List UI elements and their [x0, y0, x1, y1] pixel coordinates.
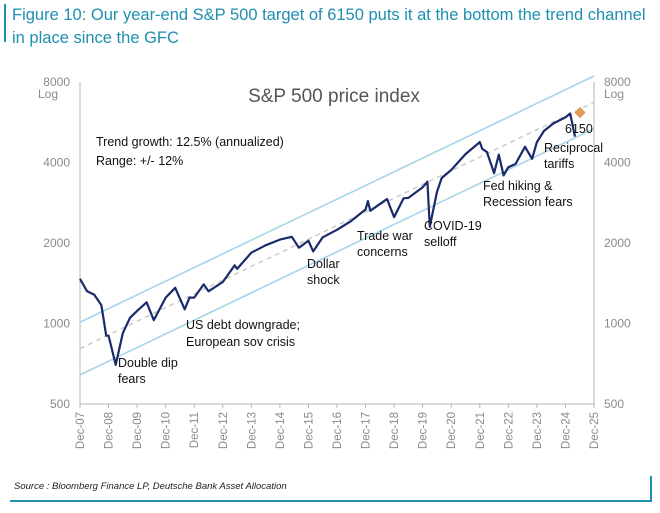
y-tick-right-8000: 8000 [604, 75, 631, 89]
annotation-tariffs: Reciprocal tariffs [544, 141, 603, 171]
trend-range-label: Range: +/- 12% [96, 154, 183, 168]
trend-channel-lower [79, 127, 595, 376]
source-note: Source : Bloomberg Finance LP, Deutsche … [14, 481, 287, 492]
x-tick-label: Dec-12 [218, 412, 230, 449]
y-tick-left-2000: 2000 [43, 236, 70, 250]
x-tick-label: Dec-10 [161, 412, 173, 449]
svg-text:fears: fears [118, 372, 146, 386]
title-accent-bar [4, 4, 6, 42]
x-tick-label: Dec-13 [246, 412, 258, 449]
svg-text:COVID-19: COVID-19 [424, 219, 482, 233]
svg-text:US debt downgrade;: US debt downgrade; [186, 318, 300, 332]
annotation-covid: COVID-19 selloff [424, 219, 482, 249]
trend-channel-upper [79, 75, 595, 323]
y-unit-left: Log [38, 87, 58, 101]
svg-text:concerns: concerns [357, 245, 408, 259]
x-tick-labels: Dec-07 Dec-08 Dec-09 Dec-10 Dec-11 Dec-12 Dec-… [75, 404, 601, 449]
y-tick-left-8000: 8000 [43, 75, 70, 89]
x-tick-label: Dec-14 [275, 411, 287, 449]
x-tick-label: Dec-19 [418, 412, 430, 449]
annotation-trade-war: Trade war concerns [357, 229, 413, 259]
x-tick-label: Dec-25 [589, 412, 601, 449]
x-tick-label: Dec-11 [189, 412, 201, 448]
svg-text:Trade war: Trade war [357, 229, 413, 243]
svg-text:Double dip: Double dip [118, 356, 178, 370]
chart-title: S&P 500 price index [248, 86, 420, 107]
svg-text:shock: shock [307, 273, 340, 287]
y-tick-right-4000: 4000 [604, 156, 631, 170]
x-tick-label: Dec-09 [132, 412, 144, 449]
svg-text:selloff: selloff [424, 235, 457, 249]
sp500-chart: S&P 500 price index Log Log 500 500 1000 10… [38, 75, 631, 449]
footer-frame [10, 476, 652, 502]
target-marker [574, 106, 586, 119]
x-tick-label: Dec-18 [389, 412, 401, 449]
x-tick-label: Dec-16 [332, 412, 344, 449]
svg-text:European sov crisis: European sov crisis [186, 335, 295, 349]
y-unit-right: Log [604, 87, 624, 101]
x-tick-label: Dec-07 [75, 412, 87, 449]
annotation-fed-hiking: Fed hiking & Recession fears [483, 179, 573, 209]
trend-centre-line [79, 101, 595, 350]
x-tick-label: Dec-08 [104, 412, 116, 449]
figure-title: Figure 10: Our year-end S&P 500 target o… [12, 6, 646, 47]
trend-channel [79, 75, 595, 376]
svg-text:tariffs: tariffs [544, 157, 574, 171]
y-tick-right-500: 500 [604, 397, 624, 411]
annotation-double-dip: Double dip fears [118, 356, 178, 386]
x-tick-label: Dec-21 [475, 412, 487, 449]
svg-text:Fed hiking &: Fed hiking & [483, 179, 553, 193]
x-tick-label: Dec-20 [446, 412, 458, 449]
x-tick-label: Dec-23 [532, 412, 544, 449]
target-label: 6150 [565, 122, 593, 136]
x-tick-label: Dec-17 [361, 412, 373, 449]
y-tick-right-1000: 1000 [604, 317, 631, 331]
x-tick-label: Dec-22 [503, 412, 515, 449]
trend-growth-label: Trend growth: 12.5% (annualized) [96, 135, 284, 149]
y-tick-right-2000: 2000 [604, 236, 631, 250]
svg-text:Dollar: Dollar [307, 257, 340, 271]
series-line-sp500 [79, 112, 577, 366]
x-tick-label: Dec-15 [303, 412, 315, 449]
x-tick-label: Dec-24 [560, 411, 572, 449]
svg-text:Reciprocal: Reciprocal [544, 141, 603, 155]
svg-text:Recession fears: Recession fears [483, 195, 573, 209]
annotation-us-debt: US debt downgrade; European sov crisis [186, 318, 300, 349]
annotation-dollar-shock: Dollar shock [307, 257, 340, 287]
y-tick-left-1000: 1000 [43, 317, 70, 331]
y-tick-left-4000: 4000 [43, 156, 70, 170]
y-tick-left-500: 500 [50, 397, 70, 411]
y-tick-labels: 500 500 1000 1000 2000 2000 4000 4000 8000 8000 [43, 75, 631, 411]
